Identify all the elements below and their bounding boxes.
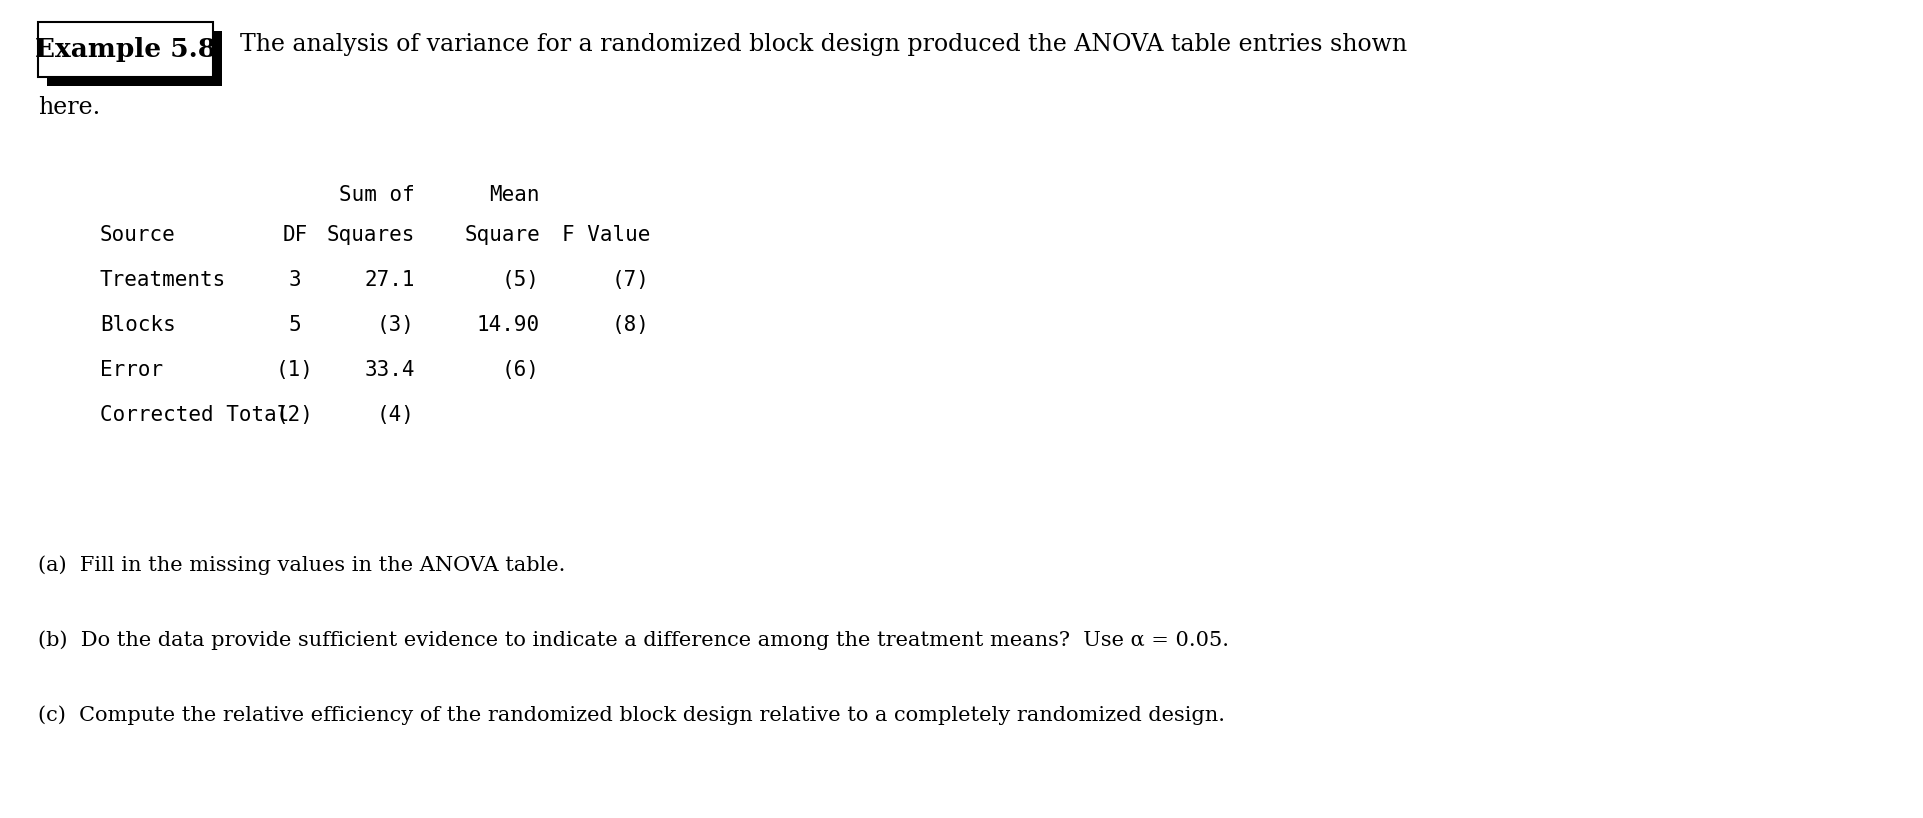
Text: (5): (5)	[502, 270, 540, 290]
Text: 5: 5	[288, 315, 302, 335]
Text: Sum of: Sum of	[338, 185, 415, 205]
Text: Mean: Mean	[488, 185, 540, 205]
Text: (4): (4)	[377, 405, 415, 425]
Text: 3: 3	[288, 270, 302, 290]
Text: Corrected Total: Corrected Total	[100, 405, 288, 425]
Text: (8): (8)	[612, 315, 650, 335]
Text: Treatments: Treatments	[100, 270, 227, 290]
Text: Square: Square	[463, 225, 540, 245]
Text: (2): (2)	[275, 405, 313, 425]
Text: (3): (3)	[377, 315, 415, 335]
Text: Blocks: Blocks	[100, 315, 175, 335]
Text: here.: here.	[38, 97, 100, 119]
Text: (b)  Do the data provide sufficient evidence to indicate a difference among the : (b) Do the data provide sufficient evide…	[38, 630, 1229, 649]
Text: F Value: F Value	[562, 225, 650, 245]
Text: (a)  Fill in the missing values in the ANOVA table.: (a) Fill in the missing values in the AN…	[38, 555, 565, 575]
Text: Source: Source	[100, 225, 175, 245]
Text: The analysis of variance for a randomized block design produced the ANOVA table : The analysis of variance for a randomize…	[240, 34, 1406, 56]
Text: (6): (6)	[502, 360, 540, 380]
Text: DF: DF	[283, 225, 308, 245]
Text: (7): (7)	[612, 270, 650, 290]
Text: 14.90: 14.90	[477, 315, 540, 335]
Text: Error: Error	[100, 360, 163, 380]
Bar	[46, 31, 221, 86]
Text: (c)  Compute the relative efficiency of the randomized block design relative to : (c) Compute the relative efficiency of t…	[38, 705, 1225, 725]
Text: 33.4: 33.4	[363, 360, 415, 380]
Text: 27.1: 27.1	[363, 270, 415, 290]
Bar	[38, 22, 213, 77]
Text: Example 5.8: Example 5.8	[35, 37, 215, 62]
Text: Squares: Squares	[327, 225, 415, 245]
Text: (1): (1)	[275, 360, 313, 380]
